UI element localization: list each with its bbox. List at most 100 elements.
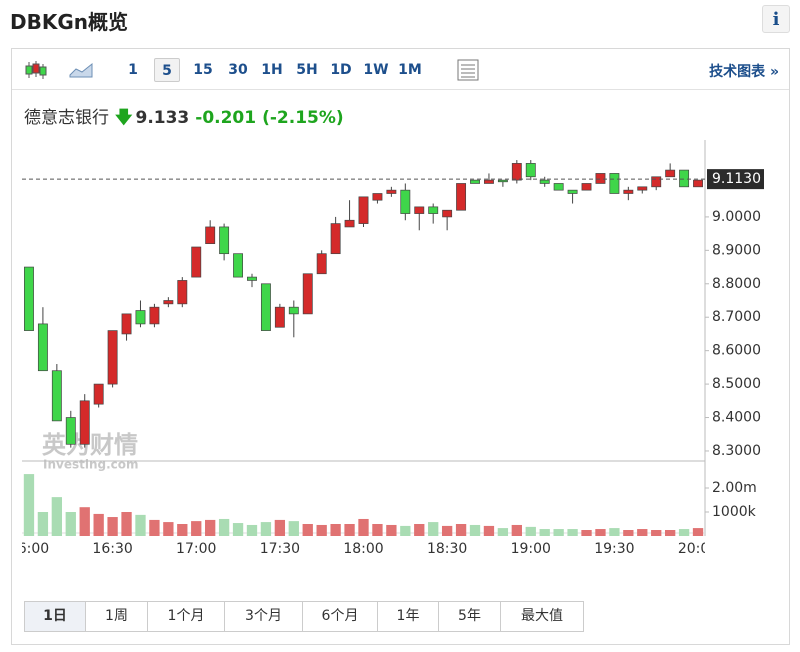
volume-bar <box>511 524 522 536</box>
interval-button[interactable]: 1M <box>398 62 422 78</box>
candle-body <box>567 189 578 194</box>
candle-body <box>302 273 313 315</box>
volume-bar <box>135 514 146 536</box>
range-tab[interactable]: 6个月 <box>303 602 378 631</box>
candle-body <box>344 219 355 228</box>
candle-body <box>679 169 690 188</box>
volume-bar <box>372 524 383 536</box>
volume-bar <box>121 512 132 536</box>
candle-body <box>233 253 244 278</box>
x-tick-label: 16:00 <box>9 541 49 557</box>
change: -0.201 <box>195 108 257 128</box>
candle-body <box>316 253 327 275</box>
volume-bar <box>149 519 160 536</box>
candle-body <box>483 179 494 184</box>
x-tick-label: 17:00 <box>176 541 216 557</box>
candle-body <box>539 179 550 184</box>
volume-bar <box>107 517 118 536</box>
interval-button[interactable]: 5H <box>296 62 318 78</box>
candle-body <box>205 226 216 245</box>
volume-bar <box>358 518 369 536</box>
candle-body <box>511 163 522 181</box>
candle-body <box>428 206 439 214</box>
candle-body <box>260 283 271 331</box>
candle-body <box>372 193 383 201</box>
y-tick-label: 8.5000 <box>712 376 761 392</box>
range-tab[interactable]: 1日 <box>25 602 86 631</box>
x-tick-label: 16:30 <box>92 541 132 557</box>
volume-bar <box>469 524 481 536</box>
candle-body <box>609 173 620 194</box>
volume-bar <box>232 523 244 536</box>
volume-bar <box>609 528 620 536</box>
range-tab[interactable]: 1个月 <box>148 602 225 631</box>
volume-bar <box>539 529 550 536</box>
volume-bar <box>581 530 592 536</box>
candle-body <box>177 280 188 305</box>
candle-body <box>274 306 285 328</box>
x-tick-label: 19:00 <box>511 541 551 557</box>
quote-line: 德意志银行 🡇 9.133 -0.201 (-2.15%) <box>24 103 350 134</box>
candle-body <box>553 183 564 191</box>
candle-body <box>497 179 508 183</box>
volume-bar <box>553 529 564 536</box>
volume-bar <box>455 524 467 536</box>
candle-body <box>51 370 62 422</box>
range-tab[interactable]: 5年 <box>439 602 501 631</box>
stock-name: 德意志银行 <box>24 108 109 128</box>
volume-tick-label: 1000k <box>712 504 757 520</box>
candle-body <box>79 400 90 445</box>
volume-bar <box>274 519 286 536</box>
range-tab[interactable]: 1年 <box>378 602 439 631</box>
area-icon[interactable] <box>68 61 94 79</box>
volume-bar <box>79 507 90 536</box>
info-button[interactable]: i <box>762 5 790 33</box>
y-tick-label: 8.7000 <box>712 309 761 325</box>
candle-body <box>163 300 174 305</box>
interval-button[interactable]: 30 <box>228 62 248 78</box>
candle-icon[interactable] <box>24 59 48 81</box>
down-arrow: 🡇 <box>115 108 133 128</box>
interval-button[interactable]: 1 <box>128 62 138 78</box>
volume-bar <box>497 528 509 536</box>
watermark-en: Investing.com <box>43 458 139 472</box>
volume-bar <box>637 529 648 536</box>
volume-bar <box>400 525 411 536</box>
candle-body <box>149 306 160 325</box>
table-icon[interactable] <box>456 58 480 82</box>
watermark-cn: 英为财情 <box>42 431 138 459</box>
volume-bar <box>37 512 49 536</box>
y-tick-label: 8.9000 <box>712 242 761 258</box>
interval-button[interactable]: 1D <box>330 62 352 78</box>
candle-body <box>247 276 257 281</box>
range-tab[interactable]: 1周 <box>86 602 148 631</box>
change-percent: (-2.15%) <box>262 108 344 128</box>
interval-button[interactable]: 15 <box>193 62 213 78</box>
y-tick-label: 9.0000 <box>712 209 761 225</box>
interval-button[interactable]: 1W <box>363 62 389 78</box>
candle-body <box>121 313 132 335</box>
volume-bar <box>525 526 536 536</box>
last-price-box <box>707 169 764 190</box>
candle-body <box>330 223 341 255</box>
interval-button[interactable]: 1H <box>261 62 283 78</box>
volume-bar <box>678 529 690 536</box>
volume-bar <box>65 512 76 536</box>
volume-bar <box>651 530 662 536</box>
range-tabs: 1日 1周 1个月 3个月 6个月 1年 5年 最大值 <box>24 601 584 632</box>
volume-bar <box>288 521 299 536</box>
volume-bar <box>316 524 327 536</box>
candle-body <box>219 226 230 255</box>
volume-bar <box>302 524 313 536</box>
interval-button[interactable]: 5 <box>154 58 180 82</box>
volume-bar <box>93 513 104 536</box>
y-tick-label: 8.4000 <box>712 410 761 426</box>
range-tab[interactable]: 3个月 <box>225 602 303 631</box>
range-tab[interactable]: 最大值 <box>521 608 563 624</box>
volume-bar <box>163 522 174 536</box>
x-tick-label: 18:30 <box>427 541 467 557</box>
technical-chart-link[interactable]: 技术图表 » <box>709 64 779 80</box>
x-tick-label: 17:30 <box>260 541 300 557</box>
candle-body <box>595 173 606 184</box>
